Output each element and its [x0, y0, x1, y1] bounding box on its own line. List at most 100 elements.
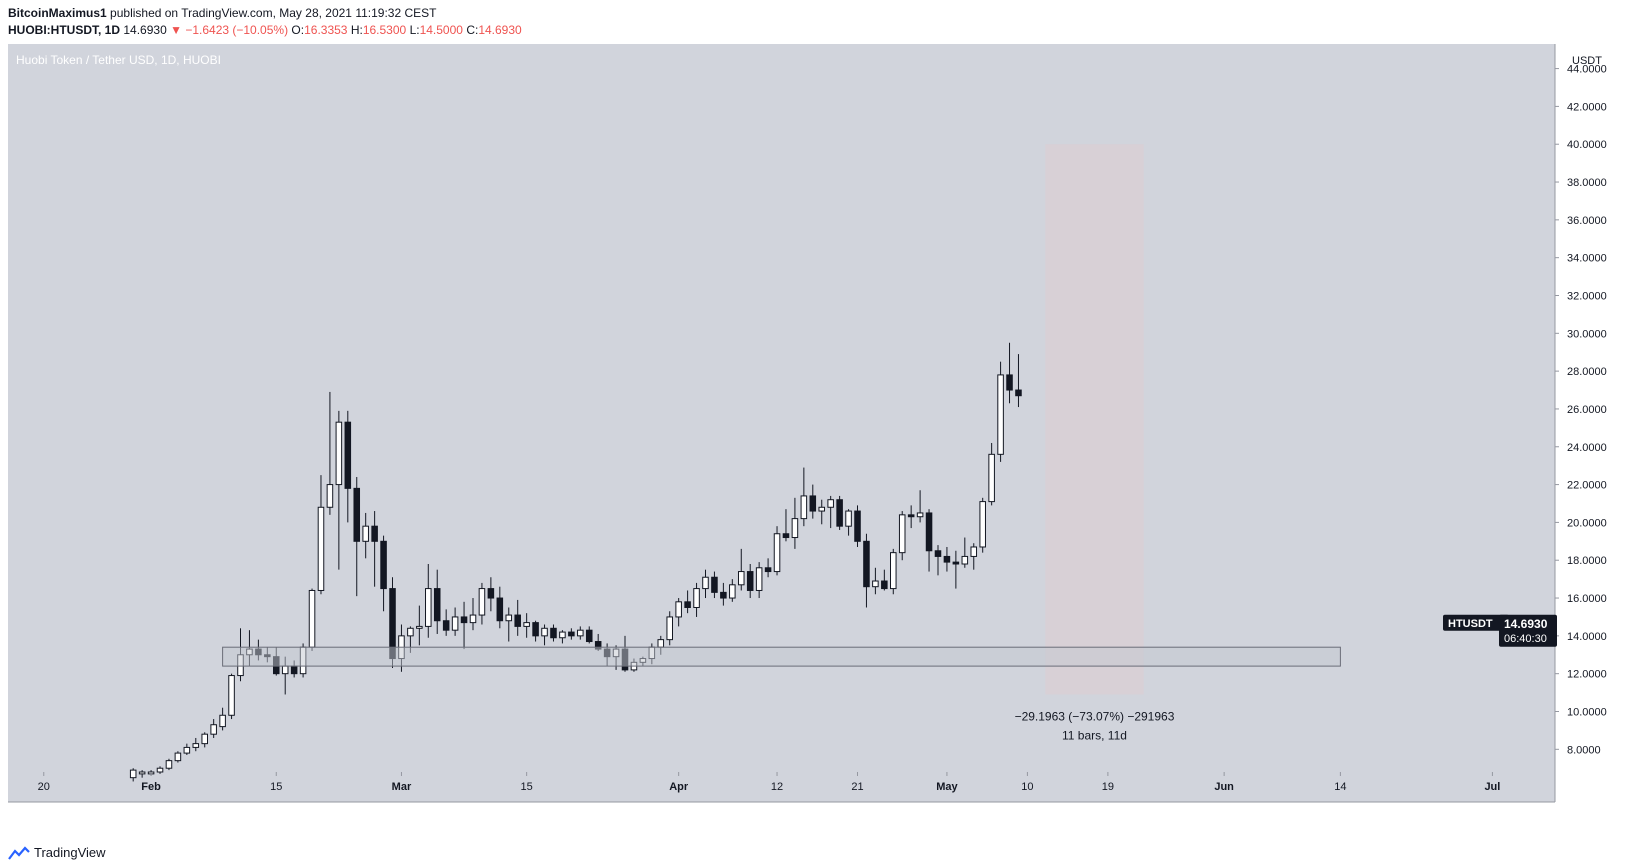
price-tick-label: 30.0000 — [1567, 328, 1607, 340]
candle-body — [353, 487, 361, 542]
candle-body — [201, 733, 209, 745]
price-tick-label: 8.0000 — [1567, 744, 1601, 756]
candle-body — [165, 760, 173, 769]
candle-body — [317, 506, 325, 591]
time-tick-label: 12 — [771, 781, 783, 793]
price-tick-label: 16.0000 — [1567, 593, 1607, 605]
candle-body — [326, 484, 334, 508]
last-price: 14.6930 — [123, 23, 167, 37]
measure-bars: 11 bars, 11d — [1062, 728, 1127, 742]
down-arrow-icon: ▼ — [170, 23, 182, 37]
open-label: O: — [291, 23, 305, 37]
candle-body — [702, 576, 709, 590]
plot-background — [8, 44, 1555, 802]
time-tick-label: 21 — [851, 781, 863, 793]
candle-body — [720, 591, 727, 599]
candle-body — [854, 510, 861, 542]
measure-change: −29.1963 (−73.07%) −291963 — [1015, 709, 1175, 723]
candle-body — [845, 510, 852, 527]
price-tick-label: 26.0000 — [1567, 404, 1607, 416]
highlight-range-zone — [1045, 144, 1144, 695]
tradingview-logo-icon — [8, 845, 30, 860]
candle-body — [997, 374, 1004, 455]
candle-body — [487, 588, 495, 599]
candle-body — [523, 622, 530, 627]
candle-body — [657, 639, 665, 648]
last-price-tag: HTUSDT 14.6930 06:40:30 — [1443, 614, 1557, 647]
close-label: C: — [466, 23, 479, 37]
candle-body — [514, 614, 521, 627]
candle-body — [898, 514, 906, 554]
candle-body — [371, 525, 378, 542]
brand-name[interactable]: TradingView — [34, 845, 106, 860]
candle-body — [809, 495, 817, 512]
candle-body — [219, 714, 226, 728]
time-tick-label: 10 — [1021, 781, 1033, 793]
candle-body — [442, 620, 450, 631]
candle-body — [416, 625, 423, 629]
candle-body — [380, 540, 387, 590]
price-tick-label: 44.0000 — [1567, 64, 1607, 76]
candle-body — [433, 588, 441, 622]
high-label: H: — [350, 23, 363, 37]
candle-body — [711, 576, 718, 593]
candle-body — [335, 421, 343, 486]
candle-body — [836, 499, 843, 527]
support-zone — [222, 646, 1341, 667]
time-tick-label: May — [936, 781, 958, 793]
low-label: L: — [409, 23, 420, 37]
author-name[interactable]: BitcoinMaximus1 — [8, 6, 107, 20]
candle-body — [156, 767, 164, 773]
price-tick-label: 22.0000 — [1567, 480, 1607, 492]
candle-body — [460, 616, 468, 624]
candle-body — [559, 631, 566, 639]
high-value: 16.5300 — [362, 23, 407, 37]
price-tick-label: 36.0000 — [1567, 215, 1607, 227]
price-tick-label: 28.0000 — [1567, 366, 1607, 378]
candle-body — [890, 552, 897, 590]
time-tick-label: Jul — [1484, 781, 1500, 793]
time-tick-label: Jun — [1214, 781, 1234, 793]
candle-body — [970, 546, 978, 557]
candle-body — [505, 614, 513, 622]
candle-body — [308, 589, 316, 648]
candle-body — [666, 616, 673, 641]
candle-body — [568, 631, 575, 637]
candle-body — [737, 571, 745, 586]
price-tag-value: 14.6930 — [1504, 617, 1548, 631]
candle-body — [943, 555, 951, 563]
symbol-tag-text: HTUSDT — [1448, 618, 1493, 630]
candle-body — [541, 627, 548, 637]
candle-body — [907, 514, 915, 518]
candle-body — [988, 453, 995, 503]
candle-body — [478, 588, 486, 616]
candle-body — [1015, 389, 1022, 397]
candle-body — [425, 588, 432, 627]
axis-currency: USDT — [1572, 55, 1602, 67]
time-tick-label: 20 — [38, 781, 50, 793]
price-tick-label: 42.0000 — [1567, 101, 1607, 113]
price-tag-countdown: 06:40:30 — [1504, 633, 1547, 645]
candle-body — [934, 550, 942, 557]
candle-body — [550, 627, 557, 639]
time-axis: 20 Feb 15 Mar 15 Apr 12 21 May 10 19 Jun 14 Jul — [38, 772, 1500, 793]
candle-body — [746, 571, 754, 591]
candle-body — [174, 752, 182, 762]
candle-body — [916, 512, 924, 518]
candle-body — [290, 665, 298, 675]
ohlc-legend: HUOBI:HTUSDT, 1D 14.6930 ▼ −1.6423 (−10.… — [8, 23, 522, 37]
symbol-tag — [1443, 614, 1509, 631]
time-tick-label: 14 — [1334, 781, 1346, 793]
publish-text: published on TradingView.com, May 28, 20… — [110, 6, 437, 20]
price-tick-label: 10.0000 — [1567, 706, 1607, 718]
candle-body — [729, 584, 736, 599]
candle-body — [577, 629, 584, 637]
time-tick-label: Feb — [141, 781, 161, 793]
price-tick-label: 34.0000 — [1567, 253, 1607, 265]
candle-body — [451, 616, 459, 631]
close-value: 14.6930 — [478, 23, 522, 37]
open-value: 16.3353 — [304, 23, 348, 37]
price-tick-label: 18.0000 — [1567, 555, 1607, 567]
candle-body — [469, 614, 477, 624]
